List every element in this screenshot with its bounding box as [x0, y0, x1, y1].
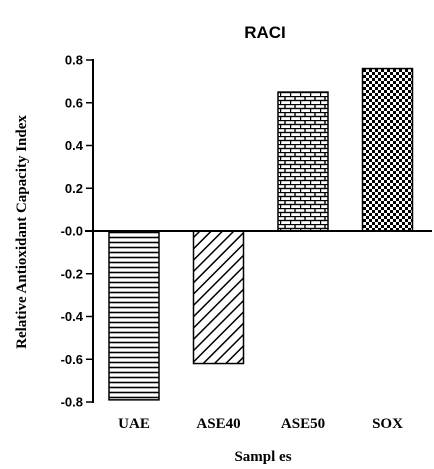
x-axis-label: Sampl es — [234, 449, 291, 465]
bar-sox — [361, 67, 414, 232]
x-axis-category-labels: UAE ASE40 ASE50 SOX — [118, 416, 403, 432]
bar-ase40 — [192, 230, 245, 365]
bar-uae — [108, 230, 160, 401]
y-tick-label: -0.0 — [61, 224, 83, 239]
y-tick-label: 0.8 — [65, 53, 83, 68]
x-category-label: ASE50 — [281, 416, 325, 432]
y-tick-label: 0.2 — [65, 181, 83, 196]
y-tick-label: -0.6 — [61, 352, 83, 367]
x-category-label: UAE — [118, 416, 150, 432]
chart-title: RACI — [244, 23, 286, 42]
y-tick-label: -0.2 — [61, 266, 83, 281]
y-tick-label: -0.8 — [61, 395, 83, 410]
bars-group — [108, 67, 414, 401]
x-category-label: SOX — [372, 416, 403, 432]
y-tick-label: 0.4 — [65, 138, 84, 153]
bar-ase50 — [277, 91, 329, 232]
x-category-label: ASE40 — [196, 416, 240, 432]
y-tick-label: 0.6 — [65, 95, 83, 110]
y-axis-label: Relative Antioxidant Capacity Index — [14, 115, 30, 349]
y-axis-ticks: 0.8 0.6 0.4 0.2 -0.0 -0.2 -0.4 -0.6 -0.8 — [61, 53, 93, 410]
y-tick-label: -0.4 — [61, 309, 84, 324]
